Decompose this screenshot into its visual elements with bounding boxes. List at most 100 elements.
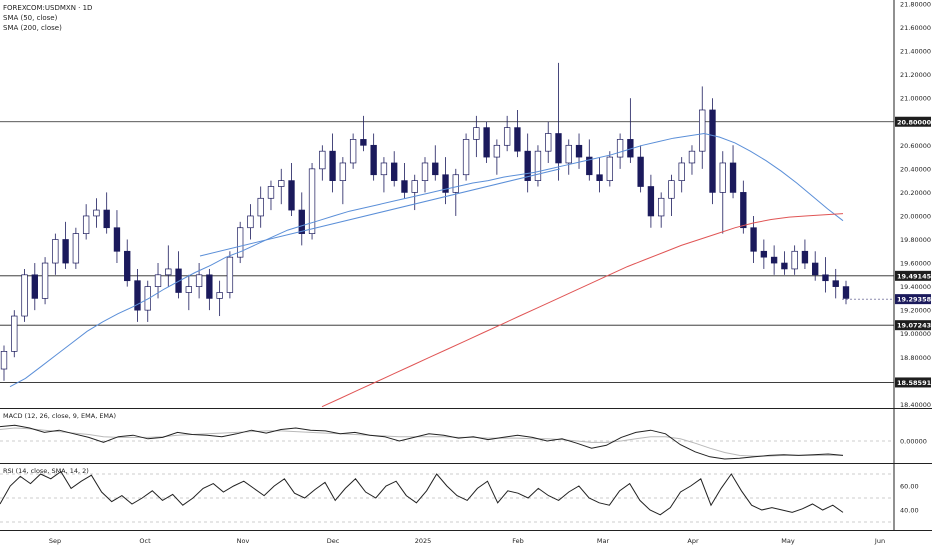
level-badge bbox=[895, 320, 931, 331]
time-axis-label: Nov bbox=[237, 537, 250, 545]
time-axis-label: Sep bbox=[49, 537, 61, 545]
candle-body bbox=[493, 144, 501, 158]
level-badge-label: 18.58591 bbox=[897, 379, 932, 387]
candle-body bbox=[442, 174, 449, 193]
price-tick-label: 20.40000 bbox=[900, 165, 931, 173]
candle-body bbox=[596, 174, 603, 181]
candle-body bbox=[822, 274, 829, 282]
rsi-tick-label: 60.00 bbox=[900, 483, 919, 491]
sma200-line bbox=[321, 213, 844, 408]
candle-body bbox=[308, 168, 316, 234]
candle-body bbox=[699, 109, 706, 152]
candle-body bbox=[72, 233, 80, 264]
rsi-line bbox=[0, 470, 844, 516]
sma50-legend-label: SMA (50, close) bbox=[3, 14, 58, 22]
price-tick-label: 20.60000 bbox=[900, 142, 931, 150]
price-tick-label: 18.80000 bbox=[900, 354, 931, 362]
candle-body bbox=[432, 162, 439, 176]
price-tick-label: 19.20000 bbox=[900, 307, 931, 315]
candle-body bbox=[801, 250, 809, 264]
candle-body bbox=[421, 162, 429, 181]
candle-body bbox=[606, 156, 614, 181]
price-tick-label: 21.80000 bbox=[900, 1, 931, 9]
candle-body bbox=[175, 268, 182, 293]
candle-body bbox=[729, 162, 737, 193]
candle-body bbox=[545, 133, 552, 152]
candle-body bbox=[226, 256, 234, 293]
candle-body bbox=[11, 315, 18, 352]
current-price-label: 19.29358 bbox=[897, 296, 932, 304]
candle-body bbox=[206, 274, 213, 299]
candle-body bbox=[82, 215, 90, 234]
candle-body bbox=[391, 162, 398, 181]
candle-body bbox=[62, 239, 69, 264]
candle-body bbox=[154, 274, 162, 287]
trendline bbox=[199, 168, 561, 257]
candle-body bbox=[41, 262, 49, 299]
time-axis-label: Jun bbox=[874, 537, 885, 545]
candle-body bbox=[709, 109, 716, 193]
candle-body bbox=[483, 127, 490, 158]
price-tick-label: 21.00000 bbox=[900, 95, 931, 103]
price-tick-label: 21.40000 bbox=[900, 48, 931, 56]
candle-body bbox=[349, 139, 357, 164]
candle-body bbox=[524, 150, 531, 181]
candle-body bbox=[812, 262, 819, 276]
candle-body bbox=[842, 286, 850, 299]
level-badge bbox=[895, 377, 931, 388]
candle-body bbox=[473, 127, 480, 140]
candle-body bbox=[103, 209, 110, 229]
macd-tick-label: 0.00000 bbox=[900, 438, 927, 446]
candle-body bbox=[452, 174, 459, 193]
candle-body bbox=[339, 162, 347, 181]
candle-body bbox=[31, 274, 38, 299]
candle-body bbox=[401, 180, 408, 193]
price-tick-label: 19.60000 bbox=[900, 260, 931, 268]
candle-body bbox=[319, 150, 326, 170]
price-tick-label: 20.20000 bbox=[900, 189, 931, 197]
candle-body bbox=[278, 180, 285, 187]
candle-body bbox=[832, 280, 839, 287]
candle-body bbox=[411, 180, 418, 193]
candle-body bbox=[134, 280, 141, 311]
level-badge bbox=[895, 270, 931, 281]
candle-body bbox=[637, 156, 644, 187]
level-badge-label: 19.49145 bbox=[897, 272, 932, 280]
time-axis-label: Mar bbox=[597, 537, 610, 545]
candle-body bbox=[750, 227, 757, 252]
current-price-badge bbox=[895, 294, 931, 305]
candle-body bbox=[93, 209, 100, 217]
candle-body bbox=[267, 186, 275, 199]
price-tick-label: 21.60000 bbox=[900, 24, 931, 32]
candle-body bbox=[185, 286, 193, 293]
rsi-label: RSI (14, close, SMA, 14, 2) bbox=[3, 467, 89, 475]
candle-body bbox=[195, 274, 203, 287]
macd-label: MACD (12, 26, close, 9, EMA, EMA) bbox=[3, 412, 116, 420]
symbol-title: FOREXCOM:USDMXN · 1D bbox=[3, 4, 93, 12]
time-axis-label: 2025 bbox=[415, 537, 432, 545]
candle-body bbox=[329, 150, 336, 181]
time-axis-label: May bbox=[781, 537, 795, 545]
candle-body bbox=[657, 197, 665, 217]
time-axis-label: Feb bbox=[512, 537, 524, 545]
candle-body bbox=[21, 274, 28, 317]
candle-body bbox=[503, 127, 511, 146]
price-tick-label: 20.00000 bbox=[900, 212, 931, 220]
candle-body bbox=[586, 156, 593, 176]
candle-body bbox=[647, 186, 655, 217]
candle-body bbox=[791, 250, 798, 270]
time-axis-label: Apr bbox=[687, 537, 699, 545]
candle-body bbox=[370, 144, 377, 176]
candle-body bbox=[781, 262, 788, 270]
candle-body bbox=[688, 150, 696, 164]
sma200-legend-label: SMA (200, close) bbox=[3, 24, 62, 32]
candle-body bbox=[740, 192, 747, 229]
macd-line bbox=[0, 424, 844, 460]
candle-body bbox=[144, 286, 151, 311]
chart-legend: FOREXCOM:USDMXN · 1D SMA (50, close) SMA… bbox=[3, 3, 92, 33]
candle-body bbox=[534, 150, 542, 181]
candle-body bbox=[288, 180, 295, 211]
